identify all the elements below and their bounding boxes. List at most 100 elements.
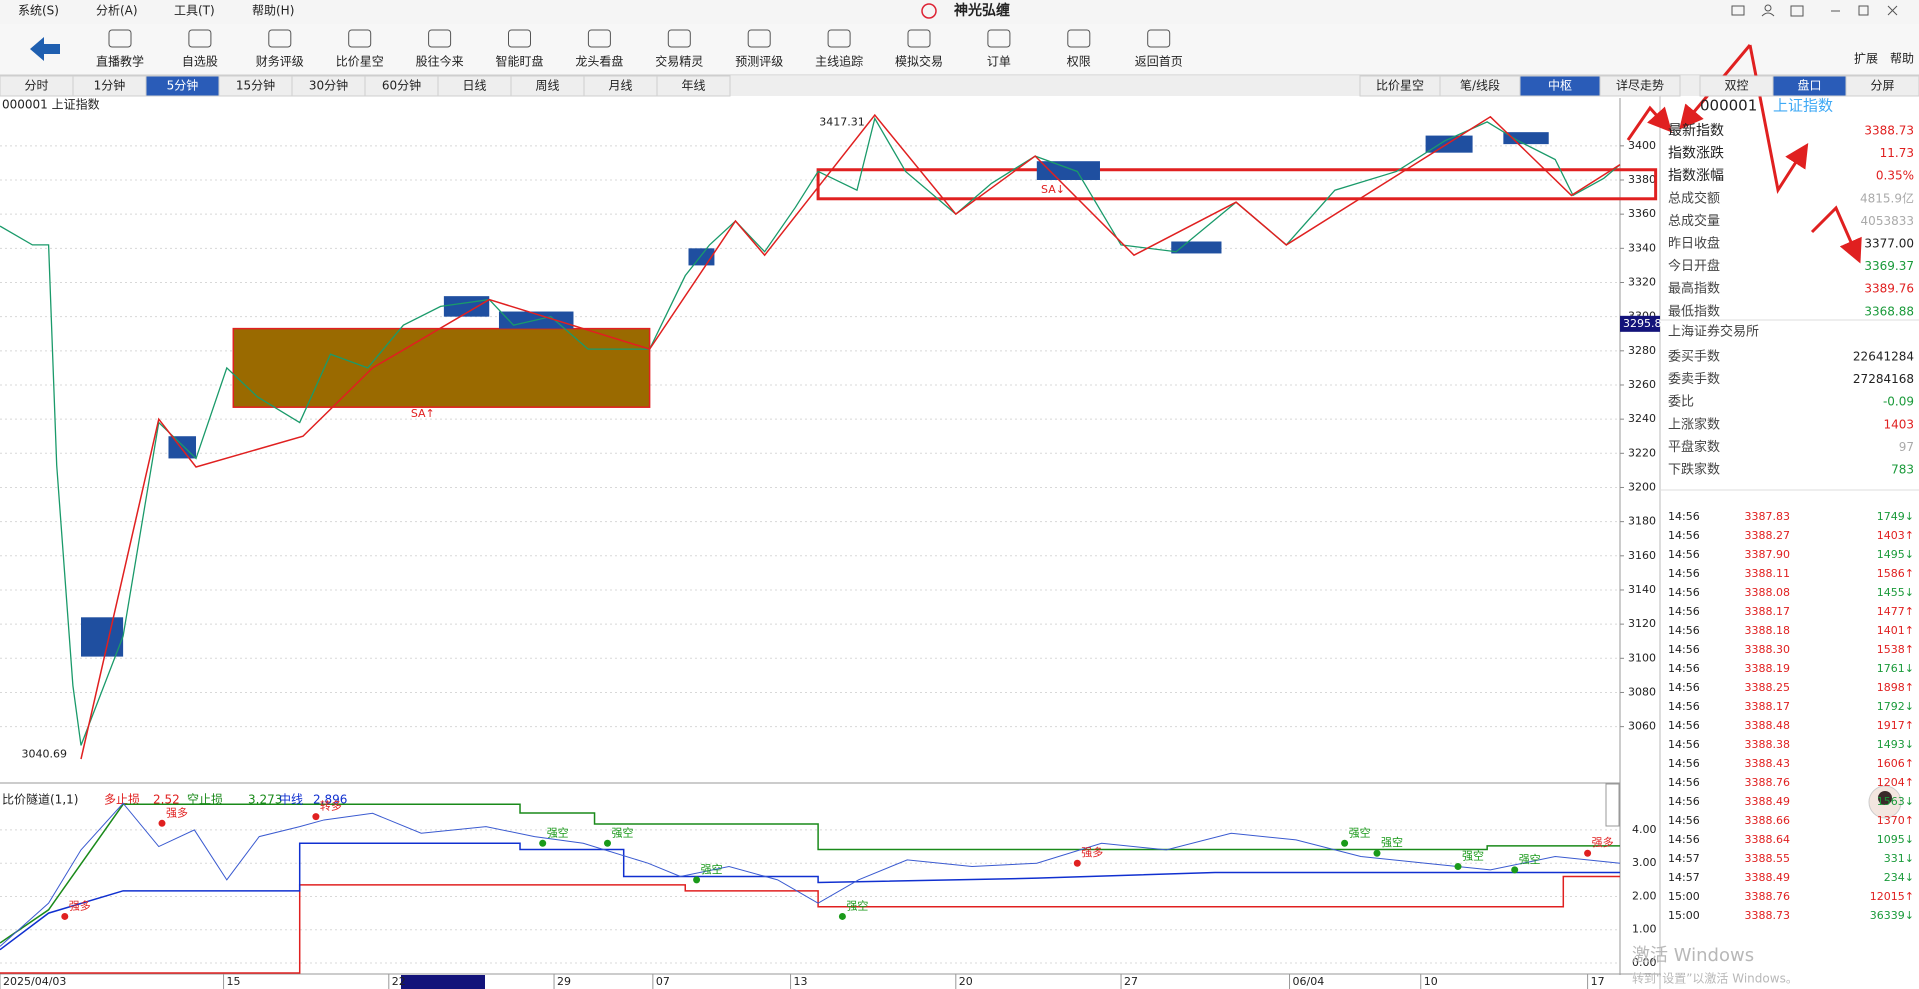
trade-price: 3388.49 xyxy=(1745,871,1791,884)
tab-label[interactable]: 周线 xyxy=(535,79,559,93)
tab-label[interactable]: 15分钟 xyxy=(236,78,275,93)
trade-time: 14:56 xyxy=(1668,662,1700,675)
tab[interactable] xyxy=(656,75,731,97)
toolbar-icon[interactable] xyxy=(747,29,771,48)
toolbar-icon[interactable] xyxy=(348,29,372,48)
avatar[interactable] xyxy=(1868,785,1902,819)
menu-item[interactable]: 帮助(H) xyxy=(252,4,294,18)
trade-price: 3388.43 xyxy=(1745,757,1791,770)
mini-pivot xyxy=(1036,161,1100,180)
toolbar-icon[interactable] xyxy=(1067,29,1091,48)
y-tick-label: 3220 xyxy=(1628,446,1656,459)
toolbar-icon[interactable] xyxy=(587,29,611,48)
toolbar-icon[interactable] xyxy=(1147,29,1171,48)
x-tick-label: 17 xyxy=(1591,975,1605,988)
tab-label[interactable]: 笔/线段 xyxy=(1460,78,1500,93)
signal-label: SA↓ xyxy=(1041,183,1065,196)
toolbar-icon[interactable] xyxy=(108,29,132,48)
trade-time: 14:56 xyxy=(1668,510,1700,523)
toolbar-button[interactable]: 龙头看盘 xyxy=(575,54,623,69)
x-tick-label: 10 xyxy=(1424,975,1438,988)
signal-dot xyxy=(604,839,611,847)
y-tick-label: 3260 xyxy=(1628,378,1656,391)
toolbar-icon[interactable] xyxy=(268,29,292,48)
toolbar-button[interactable]: 比价星空 xyxy=(336,55,384,69)
tab-label[interactable]: 年线 xyxy=(681,79,705,93)
trade-time: 15:00 xyxy=(1668,909,1700,922)
toolbar-link[interactable]: 帮助 xyxy=(1890,52,1914,66)
last-price-box xyxy=(1620,315,1660,332)
y-tick-label: 4.00 xyxy=(1632,823,1657,836)
toolbar-button[interactable]: 订单 xyxy=(987,55,1011,69)
menu-item[interactable]: 工具(T) xyxy=(174,4,215,18)
tab-label[interactable]: 分屏 xyxy=(1870,79,1894,93)
tab-label[interactable]: 月线 xyxy=(608,79,632,93)
tab-label[interactable]: 双控 xyxy=(1724,79,1748,93)
toolbar-button[interactable]: 直播教学 xyxy=(96,54,144,69)
trade-time: 14:56 xyxy=(1668,757,1700,770)
toolbar-icon[interactable] xyxy=(987,29,1011,48)
toolbar-button[interactable]: 自选股 xyxy=(182,55,218,69)
tab-label[interactable]: 日线 xyxy=(462,79,486,93)
quote-value: 97 xyxy=(1899,440,1914,454)
tab-label[interactable]: 30分钟 xyxy=(309,78,348,93)
quote-value: 22641284 xyxy=(1853,350,1914,364)
signal-dot xyxy=(312,813,320,821)
menu-item[interactable]: 系统(S) xyxy=(18,4,59,18)
toolbar-link[interactable]: 扩展 xyxy=(1854,52,1878,66)
signal-label: 强多 xyxy=(166,805,188,819)
tab-label[interactable]: 5分钟 xyxy=(167,78,199,93)
toolbar-button[interactable]: 股往今来 xyxy=(416,54,464,69)
tab-label[interactable]: 详尽走势 xyxy=(1616,78,1664,93)
tab[interactable] xyxy=(1599,75,1681,97)
quote-value: 1403 xyxy=(1883,417,1914,431)
indicator-param-button[interactable] xyxy=(1605,783,1620,827)
signal-label: 强多 xyxy=(1592,835,1614,849)
toolbar-icon[interactable] xyxy=(667,29,691,48)
toolbar-icon[interactable] xyxy=(508,29,531,48)
trade-volume: 1538↑ xyxy=(1877,643,1914,656)
menu-bar xyxy=(0,0,1919,24)
toolbar-button[interactable]: 权限 xyxy=(1067,55,1091,69)
indicator-line xyxy=(0,875,1620,974)
toolbar-icon[interactable] xyxy=(428,29,452,48)
tab-label[interactable]: 中枢 xyxy=(1548,78,1572,93)
toolbar-button[interactable]: 交易精灵 xyxy=(655,54,703,69)
back-button[interactable] xyxy=(30,37,60,61)
y-tick-label: 3340 xyxy=(1628,241,1656,254)
y-tick-label: 2.00 xyxy=(1632,889,1657,902)
quote-value: 3377.00 xyxy=(1864,237,1914,251)
trade-price: 3388.27 xyxy=(1745,529,1791,542)
trade-volume: 1586↑ xyxy=(1877,567,1914,580)
tab-label[interactable]: 60分钟 xyxy=(382,78,421,93)
pivot-zone xyxy=(232,327,651,408)
app-logo xyxy=(921,3,937,19)
menu-item[interactable]: 分析(A) xyxy=(96,4,138,18)
trade-time: 14:56 xyxy=(1668,643,1700,656)
trade-volume: 1401↑ xyxy=(1877,624,1914,637)
signal-label: 强空 xyxy=(846,898,868,912)
toolbar xyxy=(0,24,1919,75)
mini-pivot xyxy=(688,248,715,266)
tab-label[interactable]: 比价星空 xyxy=(1376,79,1424,93)
toolbar-icon[interactable] xyxy=(188,29,212,48)
tab-label[interactable]: 分时 xyxy=(24,79,48,93)
trade-volume: 1204↑ xyxy=(1877,776,1914,789)
toolbar-icon[interactable] xyxy=(907,29,931,48)
toolbar-button[interactable]: 预测评级 xyxy=(735,55,783,69)
toolbar-button[interactable]: 财务评级 xyxy=(256,54,304,69)
x-tick-label: 15 xyxy=(227,975,241,988)
toolbar-button[interactable]: 模拟交易 xyxy=(895,54,943,69)
trade-time: 14:57 xyxy=(1668,852,1700,865)
toolbar-button[interactable]: 主线追踪 xyxy=(815,54,863,69)
toolbar-button[interactable]: 智能盯盘 xyxy=(495,54,543,69)
toolbar-icon[interactable] xyxy=(827,29,851,48)
tab-label[interactable]: 1分钟 xyxy=(94,78,126,93)
trade-volume: 1792↓ xyxy=(1877,700,1914,713)
toolbar-button[interactable]: 返回首页 xyxy=(1135,55,1183,69)
tab-label[interactable]: 盘口 xyxy=(1797,78,1821,93)
last-price-label: 3295.8 xyxy=(1623,317,1662,330)
tab[interactable] xyxy=(1845,75,1919,97)
x-tick-label: 07 xyxy=(656,975,670,988)
